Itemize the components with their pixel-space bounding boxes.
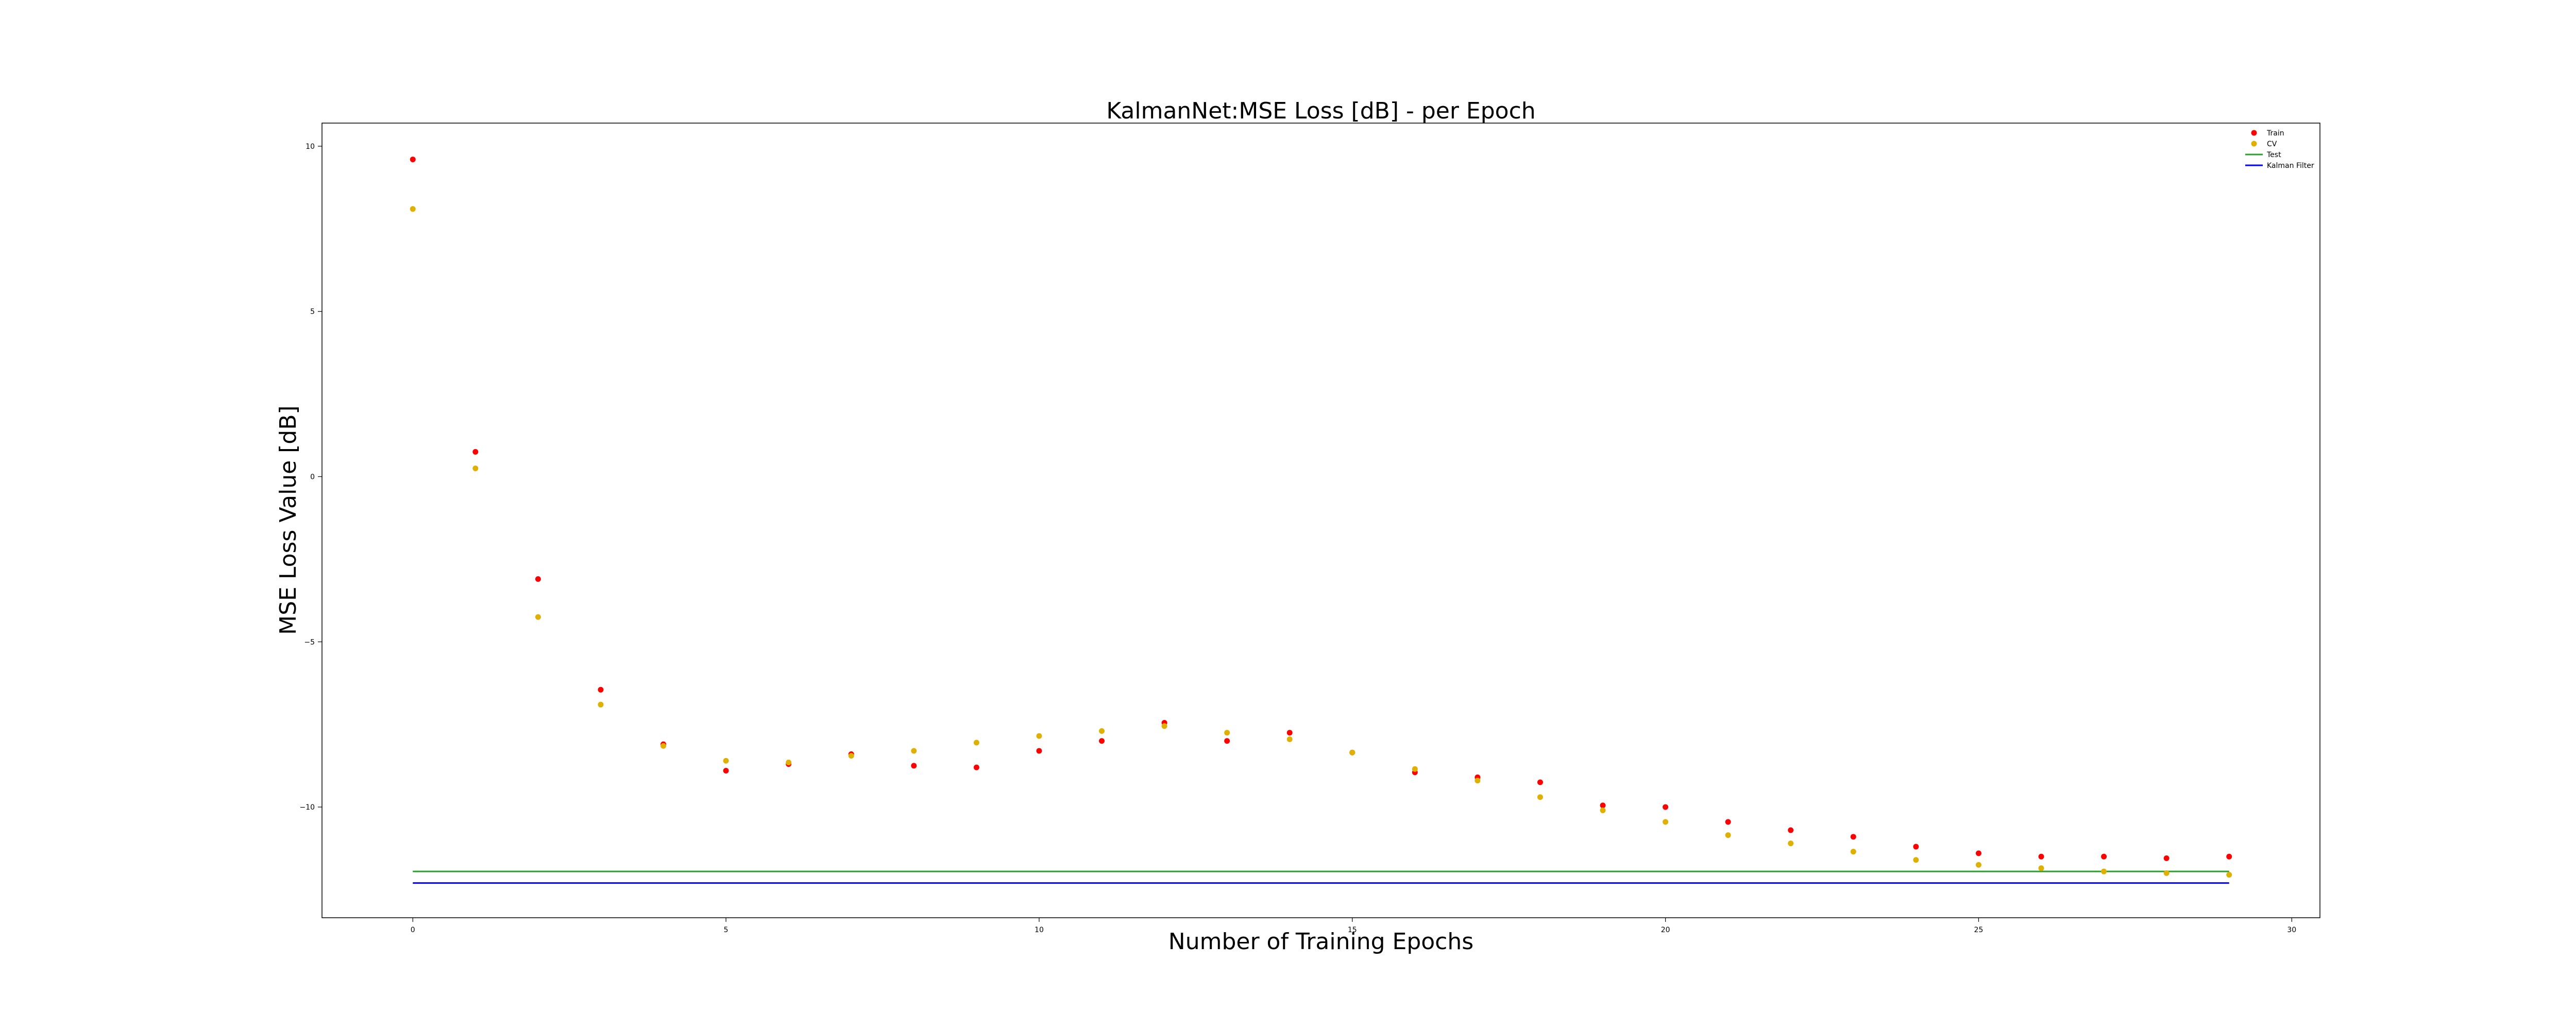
data-point-train [911,763,917,769]
data-point-train [472,449,479,455]
legend-label: Test [2266,151,2281,159]
data-point-train [2226,853,2232,860]
data-point-train [1850,834,1856,840]
chart-title: KalmanNet:MSE Loss [dB] - per Epoch [1106,98,1535,124]
x-tick-label: 0 [411,926,415,934]
data-point-cv [1600,807,1606,813]
data-point-cv [1725,832,1731,838]
data-point-cv [723,758,729,764]
x-tick-label: 5 [724,926,728,934]
data-point-train [1224,738,1230,744]
legend-label: Kalman Filter [2267,162,2314,170]
data-point-cv [535,614,541,620]
data-point-cv [472,465,479,471]
legend-item-kalman-filter: Kalman Filter [2245,162,2314,170]
data-point-cv [410,206,416,212]
data-point-cv [1475,778,1481,784]
data-point-cv [2163,870,2170,876]
y-axis-title: MSE Loss Value [dB] [275,405,301,634]
data-point-cv [1412,766,1418,772]
data-point-cv [2101,868,2107,874]
x-tick-label: 30 [2287,926,2296,934]
data-point-train [598,686,604,693]
data-point-cv [598,701,604,708]
data-point-cv [1224,730,1230,736]
data-point-train [1663,804,1669,810]
y-axis-ticks: 10 5 0 −5 −10 [299,143,322,812]
series-lines [413,870,2229,884]
legend-swatch [2251,130,2257,136]
data-point-cv [1850,849,1856,855]
data-point-cv [1788,840,1794,847]
data-point-train [1600,802,1606,809]
legend-item-cv: CV [2251,140,2277,148]
data-point-train [973,764,979,770]
data-point-train [1099,738,1105,744]
data-point-train [2163,855,2170,862]
data-point-train [410,157,416,163]
legend: Train CV Test Kalman Filter [2245,129,2314,170]
y-tick-label: −5 [304,638,315,646]
data-point-train [1975,850,1981,856]
data-point-cv [2038,865,2044,871]
y-tick-label: 10 [306,143,315,151]
legend-swatch [2251,141,2257,147]
data-point-cv [1663,819,1669,825]
series-points-train [410,157,2232,862]
series-points-cv [410,206,2232,878]
data-point-cv [1161,723,1167,729]
data-point-cv [848,753,854,759]
y-tick-label: −10 [299,803,315,812]
x-tick-label: 15 [1348,926,1357,934]
x-tick-label: 10 [1035,926,1044,934]
x-tick-label: 20 [1661,926,1670,934]
data-point-cv [1537,794,1543,800]
data-point-cv [786,759,792,765]
data-point-cv [973,740,979,746]
series-points [410,157,2232,878]
data-point-train [1913,844,1919,850]
legend-item-train: Train [2251,129,2284,138]
data-point-train [535,576,541,582]
legend-item-test: Test [2245,151,2281,159]
plot-area-frame [321,123,2320,918]
data-point-cv [2226,872,2232,878]
legend-label: Train [2266,129,2284,138]
data-point-cv [1913,857,1919,863]
x-axis-ticks: 0 5 10 15 20 25 30 [411,918,2296,934]
data-point-train [723,767,729,774]
x-axis-title: Number of Training Epochs [1168,929,1473,955]
data-point-train [1036,748,1042,754]
data-point-train [1788,827,1794,833]
x-tick-label: 25 [1974,926,1984,934]
data-point-train [1725,819,1731,825]
y-tick-label: 0 [310,473,315,481]
data-point-cv [1349,749,1355,756]
data-point-cv [660,743,667,749]
y-tick-label: 5 [310,308,315,316]
data-point-cv [1286,736,1293,743]
data-point-train [2101,853,2107,860]
data-point-train [1537,779,1543,785]
data-point-train [1286,730,1293,736]
data-point-train [2038,853,2044,860]
data-point-cv [1975,862,1981,868]
data-point-cv [1099,728,1105,734]
legend-label: CV [2267,140,2277,148]
data-point-cv [1036,733,1042,739]
data-point-cv [911,748,917,754]
